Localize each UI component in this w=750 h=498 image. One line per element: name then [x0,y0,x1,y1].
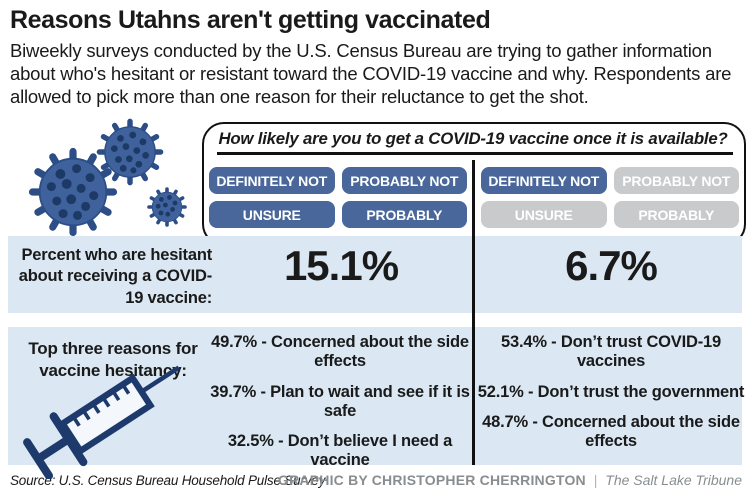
option-unsure: UNSURE [209,201,335,228]
reason-item: 39.7% - Plan to wait and see if it is sa… [210,382,470,420]
option-definitely-not: DEFINITELY NOT [481,167,607,194]
credit-line: GRAPHIC BY CHRISTOPHER CHERRINGTON | The… [278,472,742,488]
answer-options-group-1: DEFINITELY NOT PROBABLY NOT UNSURE PROBA… [209,167,467,228]
percent-hesitant-value-group-1: 15.1% [283,242,399,289]
publication-name: The Salt Lake Tribune [605,472,742,488]
option-definitely-not: DEFINITELY NOT [209,167,335,194]
option-probably-not: PROBABLY NOT [341,167,467,194]
syringe-icon [5,352,205,492]
top-reasons-label: Top three reasons for vaccine hesitancy: [28,339,198,381]
percent-hesitant-label: Percent who are hesitant about receiving… [18,246,212,307]
credit-text: GRAPHIC BY CHRISTOPHER CHERRINGTON [278,472,586,488]
reasons-list-group-2: 53.4% - Don’t trust COVID-19 vaccines 52… [477,333,745,451]
question-text: How likely are you to get a COVID-19 vac… [218,129,728,148]
option-unsure: UNSURE [481,201,607,228]
reasons-list-group-1: 49.7% - Concerned about the side effects… [210,333,470,471]
credit-separator: | [593,472,598,488]
question-underline [217,152,733,155]
answer-options-group-2: DEFINITELY NOT PROBABLY NOT UNSURE PROBA… [481,167,739,228]
coronavirus-icon [28,147,118,237]
reason-item: 52.1% - Don’t trust the government [477,382,745,401]
percent-hesitant-band [8,236,742,313]
reason-item: 49.7% - Concerned about the side effects [211,333,469,371]
option-probably: PROBABLY [341,201,467,228]
reason-item: 53.4% - Don’t trust COVID-19 vaccines [501,333,721,371]
reason-item: 32.5% - Don’t believe I need a vaccine [227,432,453,470]
intro-text: Biweekly surveys conducted by the U.S. C… [10,40,732,107]
column-divider [472,160,475,465]
coronavirus-icon [96,118,164,186]
percent-hesitant-value-group-2: 6.7% [565,242,658,289]
page-title: Reasons Utahns aren't getting vaccinated [10,6,491,34]
option-probably: PROBABLY [613,201,739,228]
coronavirus-icon [147,187,187,227]
source-note: Source: U.S. Census Bureau Household Pul… [10,473,326,488]
option-probably-not: PROBABLY NOT [613,167,739,194]
reason-item: 48.7% - Concerned about the side effects [482,412,740,451]
